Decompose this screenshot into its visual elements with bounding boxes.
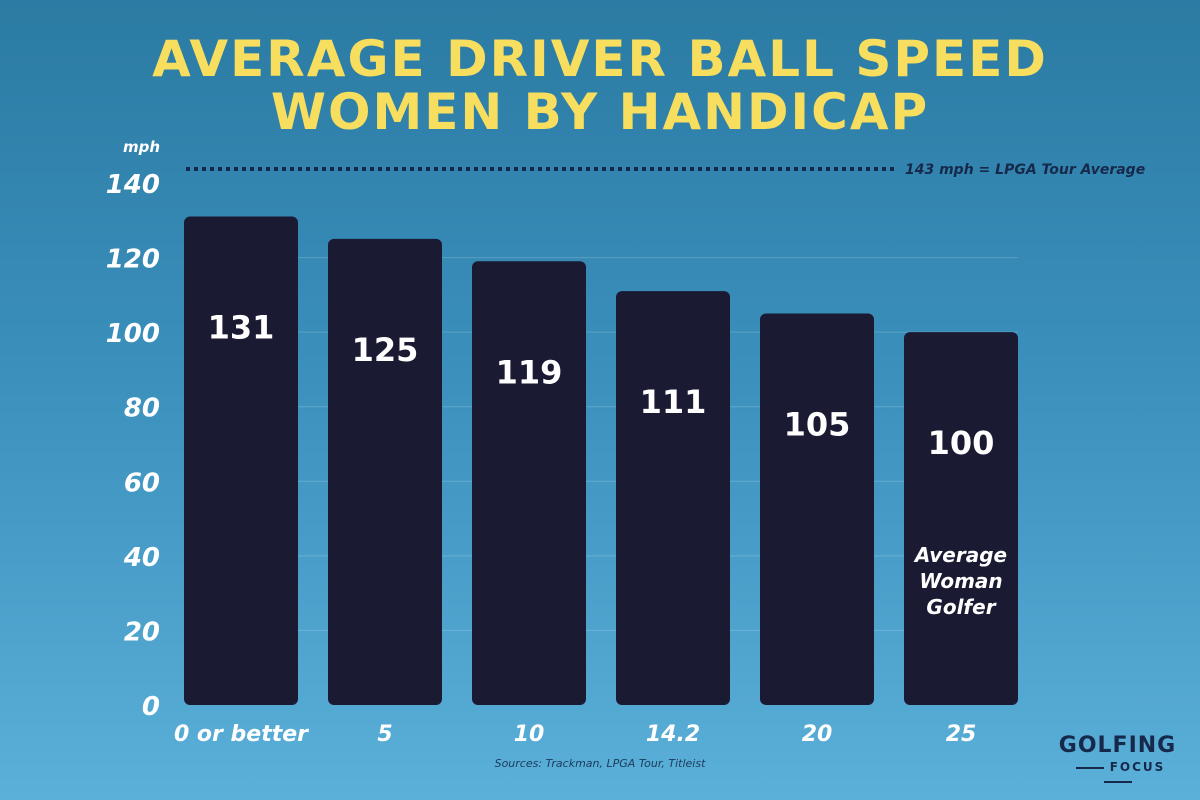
y-tick-label: 0 <box>142 692 160 722</box>
data-label: 111 <box>640 383 707 421</box>
y-axis-label: mph <box>123 138 160 156</box>
y-tick-label: 120 <box>106 245 160 275</box>
x-tick-label: 5 <box>377 722 392 747</box>
data-label: 105 <box>784 406 851 444</box>
y-tick-label: 80 <box>124 394 160 424</box>
x-tick-label: 0 or better <box>174 722 309 747</box>
bar-annotation: Average <box>913 543 1007 567</box>
bar-annotation: Golfer <box>926 595 996 619</box>
data-label: 125 <box>352 331 419 369</box>
bar <box>616 291 730 705</box>
bar <box>904 332 1018 705</box>
y-tick-label: 140 <box>106 170 160 200</box>
chart-title-line-1: AVERAGE DRIVER BALL SPEED <box>152 30 1048 88</box>
data-label: 119 <box>496 353 563 391</box>
y-tick-label: 60 <box>124 468 160 498</box>
bar <box>472 261 586 705</box>
x-tick-label: 25 <box>946 722 977 747</box>
reference-line-label: 143 mph = LPGA Tour Average <box>905 162 1145 178</box>
bar <box>760 313 874 705</box>
bar-annotation: Woman <box>919 569 1002 593</box>
source-note: Sources: Trackman, LPGA Tour, Titleist <box>494 757 706 770</box>
x-tick-label: 10 <box>514 722 545 747</box>
bar <box>184 216 298 706</box>
chart-title-line-2: WOMEN BY HANDICAP <box>270 83 930 141</box>
bar <box>328 238 442 705</box>
x-tick-label: 20 <box>802 722 833 747</box>
data-label: 131 <box>208 309 275 347</box>
data-label: 100 <box>928 424 995 462</box>
y-tick-label: 100 <box>106 319 160 349</box>
y-tick-label: 20 <box>124 617 160 647</box>
golfing-focus-logo: GOLFING FOCUS <box>1055 733 1180 788</box>
y-tick-label: 40 <box>123 543 160 573</box>
x-tick-label: 14.2 <box>646 722 700 747</box>
